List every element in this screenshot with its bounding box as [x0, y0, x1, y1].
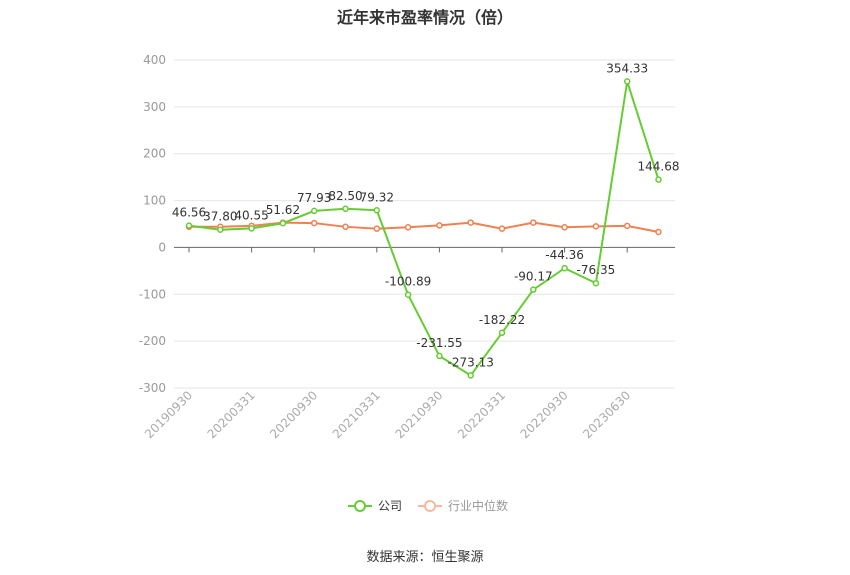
data-point: [592, 223, 600, 230]
data-label: 51.62: [266, 203, 300, 217]
x-tick-label: 20200930: [267, 388, 320, 441]
data-label: -76.35: [577, 263, 616, 277]
x-tick-label: 20220331: [455, 388, 508, 441]
data-point: [342, 223, 349, 231]
y-tick-label: -300: [139, 381, 166, 395]
y-tick-label: 400: [143, 53, 166, 67]
data-label: -90.17: [514, 270, 553, 284]
y-tick-label: -200: [139, 334, 166, 348]
data-label: 40.55: [234, 208, 268, 222]
data-point: [436, 222, 443, 229]
series-layer: [185, 78, 662, 379]
data-point: [373, 225, 381, 232]
y-tick-label: 200: [143, 147, 166, 161]
data-point: [655, 176, 662, 183]
data-point: [310, 219, 318, 227]
data-point: [404, 291, 412, 298]
x-tick-label: 20220930: [518, 388, 571, 441]
data-label: -100.89: [385, 275, 431, 289]
legend-marker: [354, 500, 366, 512]
x-tick-label: 20210930: [392, 388, 445, 441]
x-tick-label: 20210331: [330, 388, 383, 441]
data-label: -44.36: [545, 248, 584, 262]
data-label: 144.68: [638, 160, 680, 174]
data-point: [248, 225, 255, 232]
x-tick-label: 20200331: [205, 388, 258, 441]
data-point: [185, 222, 193, 229]
data-label: -231.55: [416, 336, 462, 350]
data-label: -182.22: [479, 313, 525, 327]
y-tick-label: 300: [143, 100, 166, 114]
data-label: 77.93: [297, 191, 331, 205]
legend-item-industry-median[interactable]: 行业中位数: [418, 498, 508, 513]
grid-layer: [174, 59, 675, 389]
data-point: [592, 279, 600, 287]
data-point: [623, 222, 631, 230]
data-label: 79.32: [360, 190, 394, 204]
data-point: [436, 352, 443, 360]
chart-title: 近年来市盈率情况（倍）: [336, 8, 513, 27]
data-point: [530, 219, 537, 226]
data-point: [623, 78, 631, 85]
data-point: [561, 264, 568, 272]
data-label: 46.56: [172, 206, 206, 220]
data-label: 82.50: [328, 189, 362, 203]
legend-label: 公司: [378, 499, 402, 513]
data-point: [467, 372, 474, 379]
data-label: 354.33: [606, 61, 648, 75]
data-point: [279, 219, 287, 227]
data-point: [342, 205, 349, 213]
data-point: [498, 225, 506, 232]
data-point: [404, 224, 412, 231]
data-point: [217, 226, 224, 233]
series-line-industry-median: [189, 221, 659, 233]
data-point: [530, 286, 537, 293]
legend-label: 行业中位数: [448, 498, 508, 513]
legend[interactable]: 公司 行业中位数: [348, 498, 508, 513]
data-point: [373, 207, 381, 214]
legend-item-company[interactable]: 公司: [348, 499, 402, 513]
data-point: [561, 224, 568, 231]
x-tick-label: 20190930: [142, 388, 195, 441]
data-point: [467, 219, 474, 226]
series-line-company: [188, 81, 660, 377]
y-tick-label: 0: [158, 240, 166, 254]
data-point: [310, 207, 318, 215]
y-tick-label: 100: [143, 194, 166, 208]
y-tick-label: -100: [139, 287, 166, 301]
data-source-note: 数据来源：恒生聚源: [366, 550, 484, 565]
data-label: -273.13: [448, 355, 494, 369]
data-point: [655, 228, 662, 236]
legend-marker: [424, 500, 436, 512]
x-tick-label: 20230630: [580, 388, 633, 441]
data-point: [498, 329, 506, 337]
data-label: 37.80: [203, 210, 237, 224]
